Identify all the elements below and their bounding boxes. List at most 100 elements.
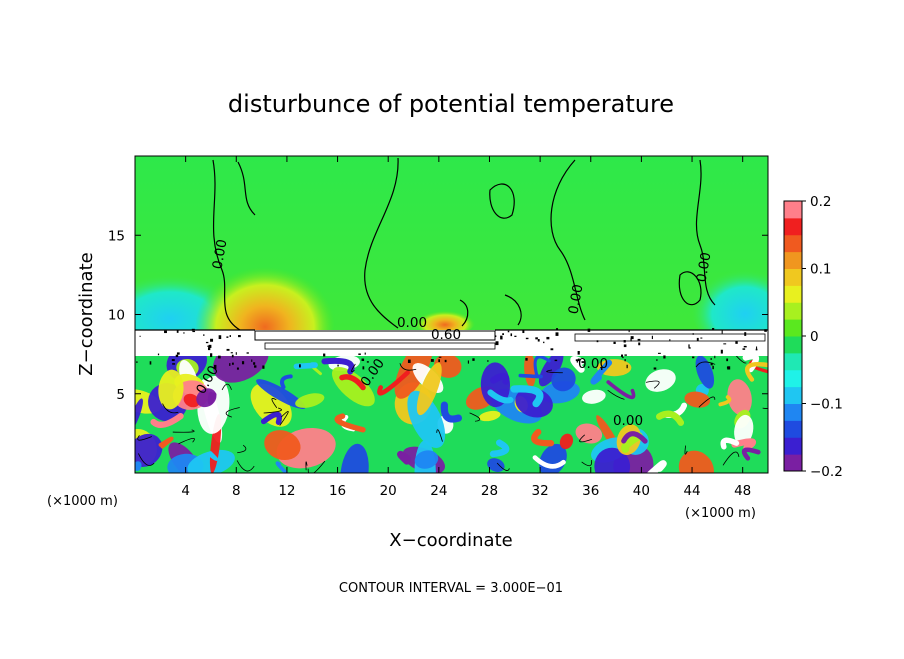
turbulent-patch xyxy=(295,393,325,408)
noise-dot xyxy=(714,355,716,359)
turbulent-streak xyxy=(135,461,142,472)
heatmap-field xyxy=(135,156,768,473)
turbulent-streak xyxy=(396,450,411,465)
turbulent-patch xyxy=(414,450,439,469)
contour-line xyxy=(351,363,356,373)
turbulent-patch xyxy=(645,369,676,392)
contour-label: 0.00 xyxy=(613,413,643,429)
turbulent-streak xyxy=(440,401,463,423)
colorbar-swatch xyxy=(784,251,802,269)
colorbar-swatch xyxy=(784,352,802,371)
turbulent-patch xyxy=(256,379,306,409)
noise-dot xyxy=(495,341,499,346)
x-tick-label: 32 xyxy=(532,483,549,499)
turbulent-streak xyxy=(533,355,551,378)
contour-line xyxy=(436,429,443,442)
noise-dot xyxy=(472,358,475,361)
contour-line xyxy=(579,434,593,443)
contour-line xyxy=(172,429,195,433)
contour-line xyxy=(698,396,716,408)
inversion-noise xyxy=(136,328,767,371)
noise-dot xyxy=(218,335,222,340)
noise-dot xyxy=(235,352,237,355)
turbulent-patch xyxy=(183,393,200,408)
y-tick-label: 5 xyxy=(116,387,125,403)
contour-lines xyxy=(212,157,716,331)
contour-label: 0.00 xyxy=(210,238,231,270)
noise-dot xyxy=(226,336,229,338)
noise-dot xyxy=(229,335,231,337)
noise-dot xyxy=(229,363,231,366)
noise-dot xyxy=(254,365,257,368)
noise-dot xyxy=(510,333,513,337)
turbulent-streak xyxy=(718,395,732,407)
noise-dot xyxy=(176,352,180,355)
noise-dot xyxy=(663,355,666,359)
turbulent-streak xyxy=(621,432,643,454)
noise-dot xyxy=(537,339,540,342)
turbulent-streak xyxy=(321,357,355,375)
turbulent-patch xyxy=(695,355,715,389)
noise-dot xyxy=(596,340,599,343)
contour-line xyxy=(237,444,247,454)
noise-dot xyxy=(164,330,167,334)
noise-dot xyxy=(755,348,758,351)
noise-dot xyxy=(764,329,767,332)
contour-line xyxy=(263,407,282,414)
noise-dot xyxy=(721,330,723,334)
contour-line xyxy=(581,460,593,467)
noise-dot xyxy=(238,335,241,338)
noise-dot xyxy=(175,354,179,358)
noise-dot xyxy=(230,352,233,354)
contour-line xyxy=(399,363,417,371)
noise-dot xyxy=(500,335,503,340)
y-axis-label: Z−coordinate xyxy=(76,252,97,375)
turbulent-streak xyxy=(280,374,293,390)
noise-dot xyxy=(712,365,714,370)
noise-dot xyxy=(535,337,538,340)
noise-dot xyxy=(176,330,179,333)
noise-dot xyxy=(183,332,185,334)
noise-dot xyxy=(361,358,365,362)
noise-dot xyxy=(710,362,713,366)
contour-line xyxy=(684,445,688,455)
y-tick-label: 10 xyxy=(108,308,125,324)
turbulent-patch xyxy=(734,414,754,446)
noise-dot xyxy=(624,359,626,362)
noise-dot xyxy=(444,359,447,363)
noise-dot xyxy=(172,363,176,365)
noise-dot xyxy=(438,356,442,358)
noise-dot xyxy=(692,333,694,335)
colorbar-swatch xyxy=(784,420,802,438)
noise-dot xyxy=(628,330,630,333)
x-axis-label: X−coordinate xyxy=(389,530,512,551)
noise-dot xyxy=(626,364,628,369)
turbulent-streak xyxy=(606,380,636,400)
colorbar-tick-label: 0 xyxy=(810,329,819,345)
noise-dot xyxy=(600,366,603,369)
contour-line xyxy=(137,435,152,441)
noise-dot xyxy=(236,367,239,370)
noise-dot xyxy=(543,341,545,344)
turbulent-patch xyxy=(575,423,603,444)
noise-dot xyxy=(546,336,550,340)
turbulent-streak xyxy=(510,385,544,408)
noise-dot xyxy=(430,358,434,362)
noise-dot xyxy=(581,361,585,363)
noise-dot xyxy=(576,360,578,363)
contour-line xyxy=(137,453,155,466)
noise-dot xyxy=(217,355,221,359)
noise-dot xyxy=(525,357,528,361)
noise-dot xyxy=(700,337,703,339)
turbulent-patch xyxy=(594,447,631,473)
contour-line xyxy=(305,461,308,471)
turbulent-patch xyxy=(559,433,574,450)
noise-dot xyxy=(241,361,245,365)
noise-dot xyxy=(623,340,626,343)
colorbar-swatch xyxy=(784,201,802,219)
noise-dot xyxy=(262,365,265,369)
noise-dot xyxy=(726,366,729,369)
turbulent-streak xyxy=(377,370,410,396)
y-tick-label: 15 xyxy=(108,228,125,244)
